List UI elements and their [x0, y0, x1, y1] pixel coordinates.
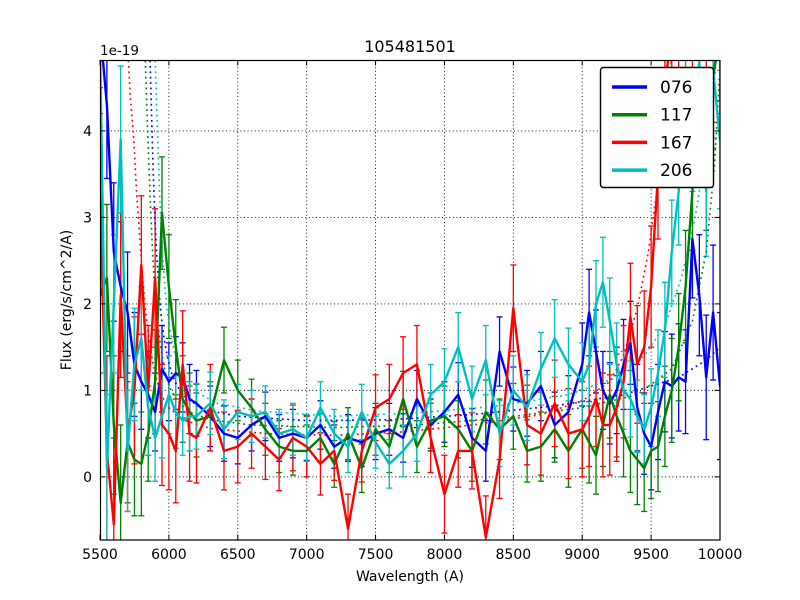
axis-tick-labels: 5500 6000 6500 7000 7500 8000 8500 9000 9500 1000…	[82, 124, 742, 563]
x-tick-label: 7500	[358, 547, 394, 563]
x-axis-label: Wavelength (A)	[356, 569, 464, 585]
x-tick-label: 8000	[427, 547, 463, 563]
model-line-167-model	[127, 60, 673, 437]
legend-label-167: 167	[660, 133, 692, 153]
x-tick-label: 8500	[496, 547, 532, 563]
x-tick-label: 10000	[698, 547, 743, 563]
y-offset-label: 1e-19	[100, 43, 139, 59]
x-tick-label: 9000	[564, 547, 600, 563]
y-axis-label: Flux (erg/s/cm^2/A)	[59, 230, 75, 370]
spectrum-line-206	[100, 60, 720, 470]
x-tick-label: 7000	[289, 547, 325, 563]
y-tick-label: 1	[83, 383, 92, 399]
axes-frame	[99, 59, 721, 541]
y-tick-label: 4	[83, 124, 92, 140]
model-line-117-model	[144, 60, 720, 429]
x-tick-label: 6000	[151, 547, 187, 563]
legend-label-076: 076	[660, 78, 692, 98]
spectrum-line-076	[101, 60, 720, 453]
model-line-206-model	[154, 60, 718, 418]
legend-label-206: 206	[660, 161, 692, 181]
spectrum-line-117	[100, 60, 717, 504]
legend-box	[599, 66, 715, 189]
chart-title: 105481501	[364, 37, 456, 56]
y-tick-label: 0	[83, 470, 92, 486]
x-tick-label: 6500	[220, 547, 256, 563]
data-series	[100, 60, 720, 540]
x-tick-label: 9500	[633, 547, 669, 563]
legend-label-117: 117	[660, 106, 692, 126]
y-tick-label: 2	[83, 297, 92, 313]
y-tick-label: 3	[83, 210, 92, 226]
legend: 076 117 167 206	[599, 66, 715, 189]
axis-ticks	[99, 60, 721, 540]
spectrum-line-167	[100, 60, 670, 539]
x-tick-label: 5500	[82, 547, 118, 563]
